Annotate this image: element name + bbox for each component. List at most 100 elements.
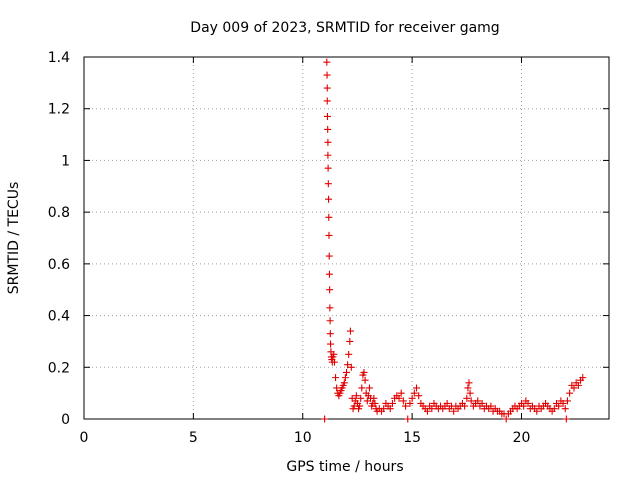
y-tick-label: 0.6	[48, 257, 70, 273]
data-point	[574, 381, 582, 389]
data-point	[579, 374, 587, 382]
data-point	[324, 151, 332, 159]
y-tick-label: 1	[61, 153, 70, 169]
y-tick-label: 1.4	[48, 50, 70, 66]
data-point	[388, 399, 396, 407]
data-point	[371, 399, 379, 407]
x-tick-label: 10	[294, 430, 312, 446]
data-point	[326, 304, 334, 312]
data-point	[461, 402, 469, 410]
data-point	[562, 415, 570, 423]
data-point	[346, 327, 354, 335]
x-axis-label: GPS time / hours	[286, 459, 403, 475]
data-point	[344, 361, 352, 369]
data-point	[325, 231, 333, 239]
x-tick-label: 20	[513, 430, 531, 446]
data-point	[330, 358, 338, 366]
data-point	[450, 407, 458, 415]
data-point	[410, 389, 418, 397]
data-point	[324, 164, 332, 172]
data-point	[487, 402, 495, 410]
data-point	[361, 376, 369, 384]
grid-lines	[84, 57, 609, 419]
data-point	[358, 384, 366, 392]
data-point	[352, 392, 360, 400]
data-point	[357, 394, 365, 402]
data-point	[325, 270, 333, 278]
data-point	[502, 415, 510, 423]
data-point	[402, 402, 410, 410]
data-point	[570, 384, 578, 392]
data-point	[423, 407, 431, 415]
data-point	[343, 368, 350, 376]
data-point	[463, 394, 471, 402]
data-point	[347, 363, 355, 371]
data-point	[406, 399, 414, 407]
data-point	[326, 286, 334, 294]
x-tick-label: 5	[189, 430, 198, 446]
data-point	[413, 384, 420, 392]
data-point	[474, 397, 482, 405]
data-point	[323, 112, 331, 120]
data-point	[360, 368, 368, 376]
data-point	[520, 402, 528, 410]
y-tick-label: 0.4	[48, 309, 70, 325]
data-point	[467, 397, 475, 405]
data-point	[325, 252, 333, 260]
data-point	[346, 337, 354, 345]
data-point	[326, 330, 334, 338]
data-point	[340, 379, 348, 387]
data-point	[324, 138, 332, 146]
series-gamg	[321, 58, 587, 423]
x-tick-label: 0	[80, 430, 89, 446]
data-point	[404, 415, 412, 423]
data-point	[323, 84, 331, 92]
data-point	[559, 399, 567, 407]
data-point	[365, 384, 373, 392]
data-point	[408, 394, 416, 402]
data-point	[566, 389, 574, 397]
data-point	[561, 405, 569, 413]
data-point	[397, 389, 405, 397]
data-point	[321, 415, 329, 423]
data-point	[443, 399, 451, 407]
data-points	[321, 58, 587, 423]
y-tick-label: 0.2	[48, 360, 70, 376]
data-point	[399, 397, 407, 405]
data-point	[550, 405, 558, 413]
data-point	[324, 125, 332, 133]
data-point	[370, 394, 378, 402]
data-point	[325, 195, 333, 203]
data-point	[555, 402, 563, 410]
y-tick-label: 1.2	[48, 102, 70, 118]
y-axis-label: SRMTID / TECUs	[6, 182, 22, 295]
plot-frame	[83, 56, 610, 420]
data-point	[356, 402, 364, 410]
data-point	[326, 317, 334, 325]
data-point	[323, 71, 331, 79]
y-tick-label: 0	[61, 412, 70, 428]
axis-ticks: 0 5 10 15 20 0 0.2 0.4 0.6 0.8 1 1.2 1.4	[48, 50, 609, 446]
data-point	[323, 97, 331, 105]
y-tick-label: 0.8	[48, 205, 70, 221]
data-point	[323, 58, 331, 66]
data-point	[380, 405, 388, 413]
data-point	[325, 213, 333, 221]
data-point	[533, 407, 541, 415]
data-point	[330, 350, 338, 358]
data-point	[327, 340, 335, 348]
x-tick-label: 15	[403, 430, 421, 446]
data-point	[345, 350, 353, 358]
data-point	[324, 180, 332, 188]
data-point	[466, 389, 474, 397]
data-point	[341, 374, 349, 382]
data-point	[464, 384, 472, 392]
data-point	[465, 379, 473, 387]
data-point	[386, 405, 394, 413]
data-point	[563, 397, 571, 405]
data-point	[428, 405, 436, 413]
data-point	[415, 392, 423, 400]
data-point	[478, 399, 486, 407]
data-point	[332, 374, 340, 382]
